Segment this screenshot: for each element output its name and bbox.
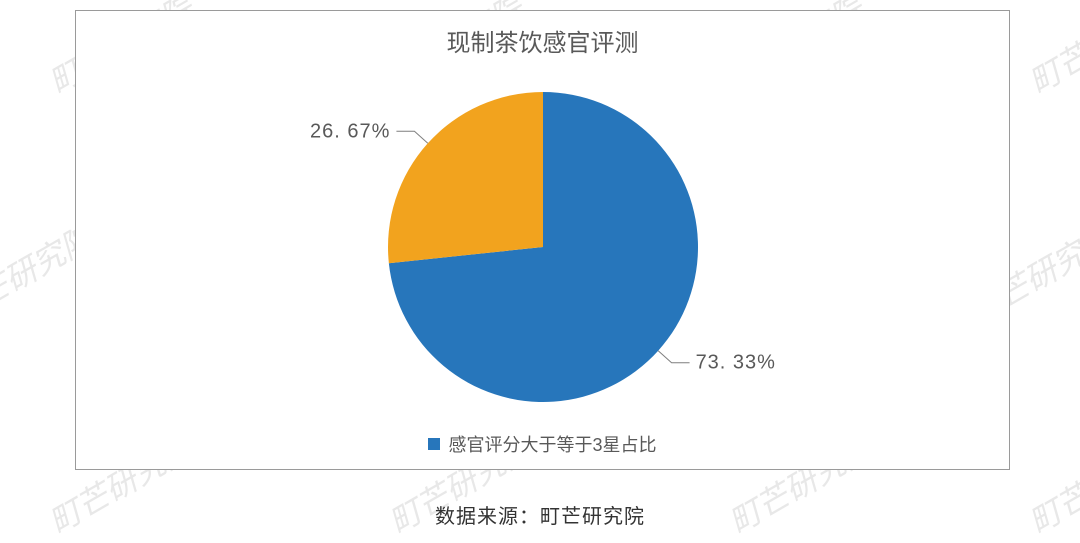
pie-leader-line bbox=[658, 351, 689, 363]
pie-slice bbox=[388, 92, 543, 263]
chart-legend: 感官评分大于等于3星占比 bbox=[76, 431, 1009, 457]
pie-slice-label: 73. 33% bbox=[695, 352, 775, 374]
legend-item-label: 感官评分大于等于3星占比 bbox=[448, 431, 656, 457]
legend-marker bbox=[428, 438, 440, 450]
pie-chart: 73. 33% 26. 67% bbox=[76, 77, 1009, 407]
chart-frame: 现制茶饮感官评测 73. 33% 26. 67% 感官评分大于等于3星占比 bbox=[75, 10, 1010, 470]
pie-leader-line bbox=[396, 131, 427, 143]
pie-slice-label: 26. 67% bbox=[310, 120, 390, 142]
data-source: 数据来源：町芒研究院 bbox=[0, 500, 1080, 529]
chart-title: 现制茶饮感官评测 bbox=[76, 23, 1009, 58]
pie-svg: 73. 33% 26. 67% bbox=[283, 77, 803, 407]
watermark-text: 町芒研究院 bbox=[1019, 0, 1080, 103]
